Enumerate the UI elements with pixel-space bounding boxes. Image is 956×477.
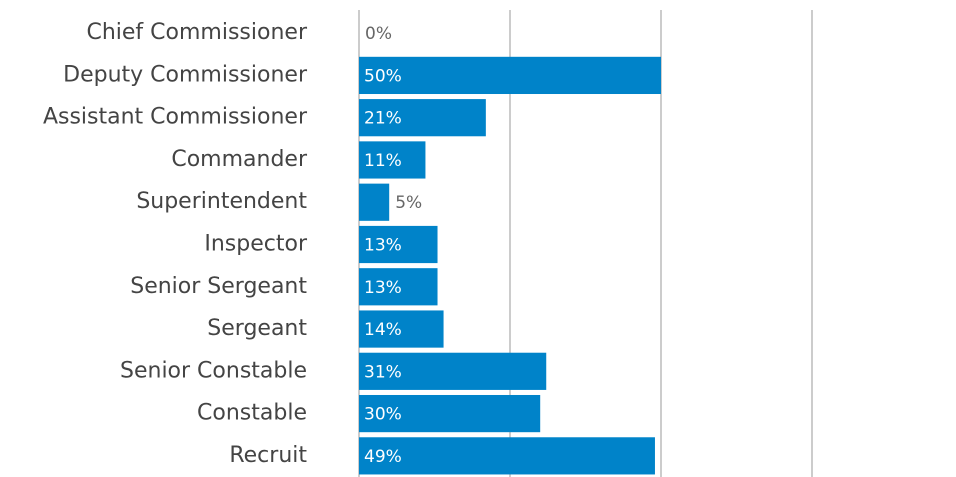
category-label: Senior Sergeant — [130, 274, 307, 299]
bar — [359, 352, 547, 390]
bar — [359, 310, 444, 348]
bar — [359, 394, 541, 433]
bar — [359, 225, 438, 264]
bar — [359, 99, 486, 137]
category-label: Senior Constable — [120, 358, 307, 383]
category-label: Recruit — [229, 443, 307, 468]
bar — [359, 268, 438, 306]
value-label: 0% — [365, 24, 392, 44]
value-label: 14% — [364, 320, 402, 340]
value-label: 11% — [364, 151, 402, 171]
value-label: 13% — [364, 278, 402, 298]
value-label: 21% — [364, 109, 402, 129]
category-label: Deputy Commissioner — [63, 62, 308, 87]
bar — [359, 141, 426, 179]
category-label: Chief Commissioner — [86, 20, 307, 45]
category-label: Commander — [171, 147, 308, 172]
value-label: 30% — [364, 405, 402, 425]
value-label: 31% — [364, 362, 402, 382]
category-label: Superintendent — [136, 189, 307, 214]
value-label: 49% — [364, 447, 402, 467]
bar — [359, 56, 661, 95]
value-label: 50% — [364, 66, 402, 86]
bar — [359, 183, 390, 221]
category-label: Assistant Commissioner — [43, 105, 308, 130]
bar — [359, 437, 655, 475]
value-label: 13% — [364, 236, 402, 256]
category-label: Constable — [197, 401, 307, 426]
category-label: Inspector — [204, 232, 308, 257]
category-label: Sergeant — [207, 316, 307, 341]
value-label: 5% — [395, 193, 422, 213]
